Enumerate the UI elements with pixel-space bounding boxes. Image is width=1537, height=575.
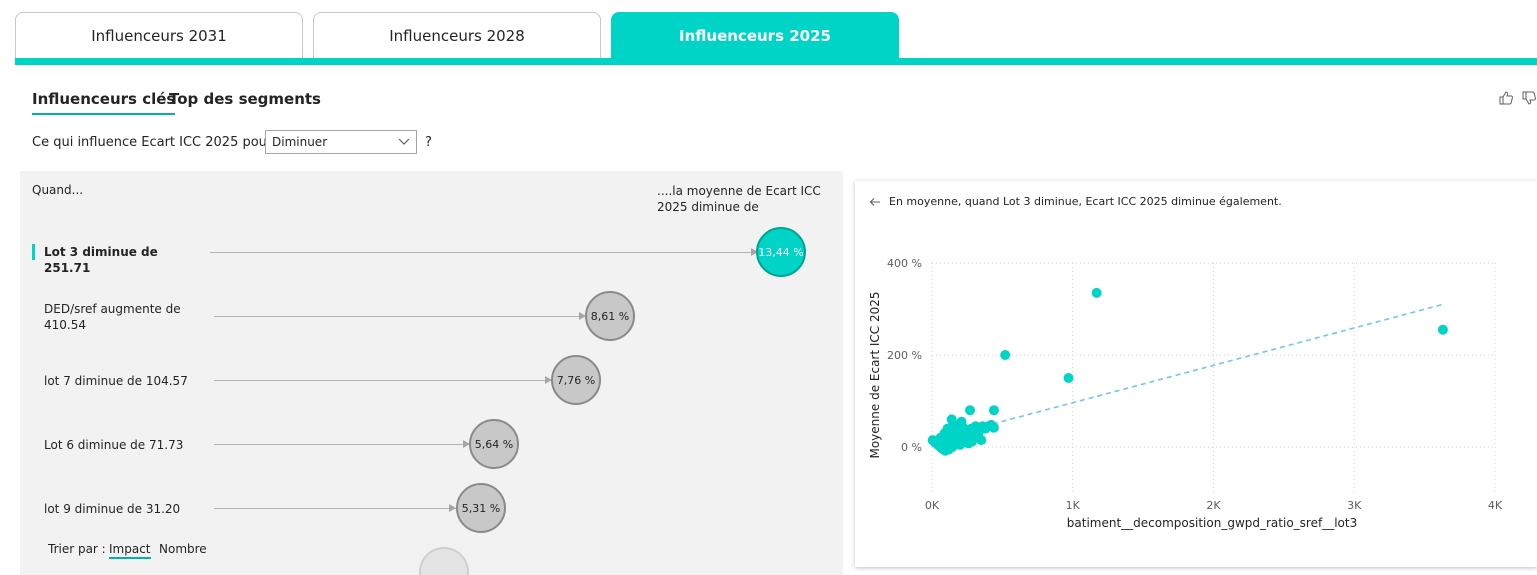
y-axis-title: Moyenne de Ecart ICC 2025 <box>868 291 882 458</box>
impact-value: 8,61 % <box>590 309 630 323</box>
data-point[interactable] <box>988 422 999 433</box>
impact-bubble[interactable]: 13,44 % <box>756 227 806 277</box>
influencer-row-label[interactable]: Lot 6 diminue de 71.73 <box>44 438 184 452</box>
x-tick-label: 2K <box>1206 499 1221 512</box>
tab-influenceurs-2025[interactable]: Influenceurs 2025 <box>611 12 899 59</box>
selected-row-indicator <box>32 244 35 260</box>
data-points <box>927 287 1448 456</box>
influencers-list-panel: Quand... ....la moyenne de Ecart ICC 202… <box>20 171 843 575</box>
y-tick-label: 400 % <box>887 257 922 270</box>
connector-line <box>214 444 470 445</box>
connector-line <box>214 316 586 317</box>
impact-bubble[interactable]: 5,31 % <box>456 483 506 533</box>
connector-arrowhead <box>751 248 758 256</box>
connector-line <box>210 252 758 253</box>
data-point[interactable] <box>1091 287 1102 298</box>
y-tick-label: 0 % <box>901 441 922 454</box>
tab-underline-bar <box>15 58 1537 65</box>
help-question-mark[interactable]: ? <box>425 135 432 150</box>
impact-value: 13,44 % <box>758 245 804 259</box>
sort-option-count[interactable]: Nombre <box>159 542 207 556</box>
tab-label: Influenceurs 2025 <box>679 27 831 45</box>
question-prefix: Ce qui influence Ecart ICC 2025 pour <box>32 135 273 150</box>
scatter-chart: 0 % 200 % 400 % 0K 1K 2K 3K 4K Moyenne de Ecar… <box>868 257 1503 530</box>
connector-arrowhead <box>579 312 586 320</box>
x-axis-ticks: 0K 1K 2K 3K 4K <box>925 499 1503 512</box>
sort-option-impact[interactable]: Impact <box>109 542 151 559</box>
subtab-top-segments[interactable]: Top des segments <box>169 90 321 108</box>
connector-line <box>214 380 552 381</box>
subtab-key-influencers[interactable]: Influenceurs clés <box>32 90 176 115</box>
impact-value: 5,64 % <box>474 437 514 451</box>
data-point[interactable] <box>988 405 999 416</box>
thumbs-down-icon[interactable] <box>1521 90 1537 106</box>
chart-grid <box>931 262 1496 493</box>
detail-title: En moyenne, quand Lot 3 diminue, Ecart I… <box>889 195 1282 208</box>
x-tick-label: 1K <box>1066 499 1081 512</box>
tab-influenceurs-2028[interactable]: Influenceurs 2028 <box>313 12 601 59</box>
tab-influenceurs-2031[interactable]: Influenceurs 2031 <box>15 12 303 59</box>
connector-arrowhead <box>449 504 456 512</box>
impact-value: 5,31 % <box>461 501 501 515</box>
dropdown-value: Diminuer <box>272 135 328 149</box>
y-axis-ticks: 0 % 200 % 400 % <box>887 257 922 454</box>
trend-line <box>931 303 1444 441</box>
tab-label: Influenceurs 2031 <box>91 27 227 45</box>
direction-dropdown[interactable]: Diminuer <box>265 130 417 154</box>
influencer-row-label[interactable]: Lot 3 diminue de 251.71 <box>44 245 158 275</box>
x-axis-title: batiment__decomposition_gwpd_ratio_sref_… <box>1067 516 1357 530</box>
y-tick-label: 200 % <box>887 349 922 362</box>
impact-bubble[interactable]: 5,64 % <box>469 419 519 469</box>
data-point[interactable] <box>1437 324 1448 335</box>
x-tick-label: 4K <box>1488 499 1503 512</box>
chevron-down-icon <box>398 138 410 145</box>
x-tick-label: 3K <box>1347 499 1362 512</box>
connector-line <box>214 508 456 509</box>
header-average: ....la moyenne de Ecart ICC 2025 diminue… <box>657 184 821 214</box>
data-point[interactable] <box>1000 350 1011 360</box>
thumbs-up-icon[interactable] <box>1498 90 1514 106</box>
sort-by-label: Trier par : <box>48 542 106 556</box>
data-point[interactable] <box>946 414 957 425</box>
data-point[interactable] <box>967 436 978 447</box>
back-arrow-icon[interactable] <box>869 196 881 208</box>
x-tick-label: 0K <box>925 499 940 512</box>
header-when: Quand... <box>32 183 84 197</box>
impact-value: 7,76 % <box>556 373 596 387</box>
connector-arrowhead <box>545 376 552 384</box>
influencer-row-label[interactable]: lot 7 diminue de 104.57 <box>44 374 188 388</box>
influencer-row-label[interactable]: lot 9 diminue de 31.20 <box>44 502 181 516</box>
tab-label: Influenceurs 2028 <box>389 27 525 45</box>
impact-bubble[interactable]: 8,61 % <box>585 291 635 341</box>
data-point[interactable] <box>1063 373 1074 383</box>
impact-bubble-partial <box>419 547 469 575</box>
influencer-row-label[interactable]: DED/sref augmente de 410.54 <box>44 302 181 332</box>
connector-arrowhead <box>463 440 470 448</box>
data-point[interactable] <box>965 405 976 416</box>
influencer-detail-panel: En moyenne, quand Lot 3 diminue, Ecart I… <box>855 181 1537 567</box>
impact-bubble[interactable]: 7,76 % <box>551 355 601 405</box>
